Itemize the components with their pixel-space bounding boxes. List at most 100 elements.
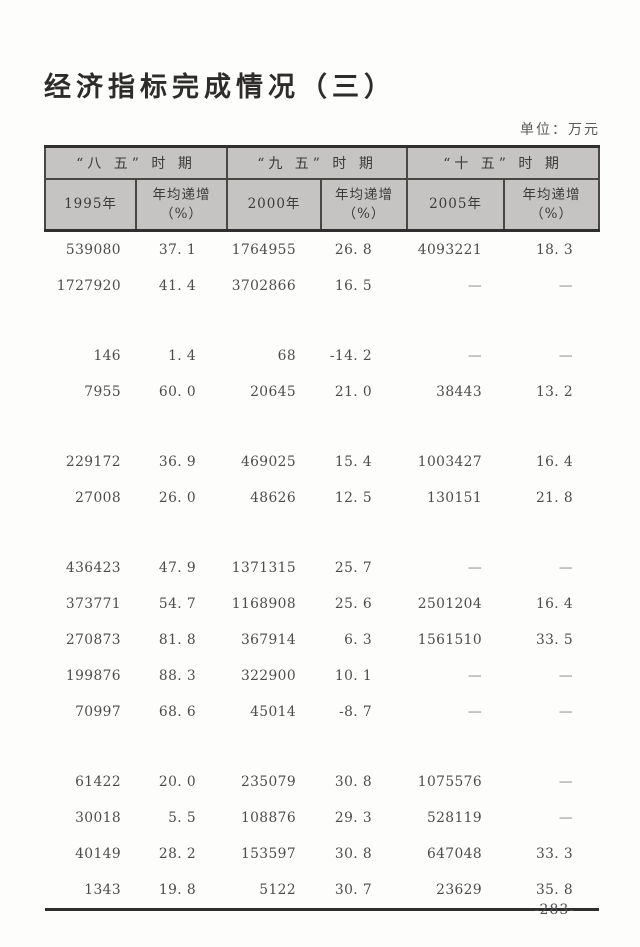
table-cell: 28. 2 xyxy=(158,846,197,863)
table-cell: 40149 xyxy=(75,846,121,863)
table-cell: 3702866 xyxy=(231,278,297,295)
table-cell: 10. 1 xyxy=(334,668,373,685)
table-cell: 647048 xyxy=(426,846,483,863)
period-header-row: “八 五” 时 期 “九 五” 时 期 “十 五” 时 期 xyxy=(43,146,601,181)
table-row: 373771 54. 7 1168908 25. 6 2501204 16. 4 xyxy=(45,586,599,622)
table-header: “八 五” 时 期 “九 五” 时 期 “十 五” 时 期 1995年 年均递增… xyxy=(43,146,601,233)
table-cell: — xyxy=(558,348,574,365)
table-cell: 81. 8 xyxy=(158,632,197,649)
spacer-cell xyxy=(45,730,599,764)
table-row: 270873 81. 8 367914 6. 3 1561510 33. 5 xyxy=(45,622,599,658)
table-cell: 199876 xyxy=(65,668,121,685)
rate-label-line2: （%） xyxy=(530,205,573,222)
table-cell: 15. 4 xyxy=(334,454,373,471)
table-cell: 436423 xyxy=(65,560,121,577)
table-spacer-row xyxy=(45,730,599,764)
table-cell: 45014 xyxy=(250,704,297,721)
table-cell: 16. 4 xyxy=(535,596,574,613)
table-cell: 539080 xyxy=(65,242,121,259)
table-cell: 13. 2 xyxy=(535,384,574,401)
table-cell: — xyxy=(558,668,574,685)
table-cell: — xyxy=(558,278,574,295)
table-cell: 4093221 xyxy=(417,242,483,259)
table-cell: — xyxy=(467,278,483,295)
page-content: 经济指标完成情况（三） 单位：万元 “八 五” 时 期 “九 五” 时 期 “十… xyxy=(43,72,601,912)
table-cell: 108876 xyxy=(240,810,297,827)
table-cell: 1371315 xyxy=(231,560,297,577)
spacer-cell xyxy=(45,516,599,550)
table-cell: 48626 xyxy=(250,490,297,507)
table-body: 539080 37. 1 1764955 26. 8 4093221 18. 3 17279… xyxy=(45,231,599,910)
table-cell: 88. 3 xyxy=(158,668,197,685)
table-cell: — xyxy=(467,704,483,721)
table-cell: 30018 xyxy=(75,810,121,827)
spacer-cell xyxy=(45,304,599,338)
table-cell: 5122 xyxy=(259,882,297,899)
table-cell: 1764955 xyxy=(231,242,297,259)
table-cell: 47. 9 xyxy=(158,560,197,577)
table-cell: 130151 xyxy=(426,490,483,507)
table-cell: 1168908 xyxy=(231,596,297,613)
table-cell: 23629 xyxy=(436,882,483,899)
table-cell: 146 xyxy=(93,348,121,365)
table-cell: 528119 xyxy=(426,810,483,827)
table-cell: 1003427 xyxy=(417,454,483,471)
table-row: 7955 60. 0 20645 21. 0 38443 13. 2 xyxy=(45,374,599,410)
table-cell: 33. 5 xyxy=(535,632,574,649)
table-spacer-row xyxy=(45,410,599,444)
table-cell: 30. 7 xyxy=(334,882,373,899)
table-cell: 1561510 xyxy=(417,632,483,649)
table-cell: 20645 xyxy=(250,384,297,401)
table-cell: — xyxy=(558,774,574,791)
table-cell: 20. 0 xyxy=(158,774,197,791)
table-cell: 18. 3 xyxy=(535,242,574,259)
table-cell: 2501204 xyxy=(417,596,483,613)
table-cell: 25. 6 xyxy=(334,596,373,613)
table-row: 30018 5. 5 108876 29. 3 528119 — xyxy=(45,800,599,836)
page-title: 经济指标完成情况（三） xyxy=(44,72,396,103)
table-cell: 1727920 xyxy=(56,278,121,295)
table-cell: 19. 8 xyxy=(158,882,197,899)
table-cell: 25. 7 xyxy=(334,560,373,577)
table-cell: 322900 xyxy=(240,668,297,685)
indicators-table: “八 五” 时 期 “九 五” 时 期 “十 五” 时 期 1995年 年均递增… xyxy=(43,145,601,912)
table-row: 1343 19. 8 5122 30. 7 23629 35. 8 xyxy=(45,872,599,910)
table-cell: 36. 9 xyxy=(158,454,197,471)
table-cell: 29. 3 xyxy=(334,810,373,827)
column-header-row: 1995年 年均递增 （%） 2000年 年均递增 （%） 2005年 年均递增… xyxy=(44,179,601,233)
table-cell: 1075576 xyxy=(417,774,483,791)
table-cell: 26. 0 xyxy=(158,490,197,507)
table-spacer-row xyxy=(45,304,599,338)
table-row: 199876 88. 3 322900 10. 1 — — xyxy=(45,658,599,694)
col-header-1995: 1995年 xyxy=(44,179,136,233)
table-cell: 21. 0 xyxy=(334,384,373,401)
table-cell: — xyxy=(558,560,574,577)
table-cell: 68. 6 xyxy=(158,704,197,721)
table-cell: 26. 8 xyxy=(334,242,373,259)
rate-label-line1: 年均递增 xyxy=(522,186,581,203)
table-row: 229172 36. 9 469025 15. 4 1003427 16. 4 xyxy=(45,444,599,480)
page-number: -283- xyxy=(533,902,575,918)
period-header-8th: “八 五” 时 期 xyxy=(43,146,228,181)
table-cell: 235079 xyxy=(240,774,297,791)
table-cell: 12. 5 xyxy=(334,490,373,507)
period-header-9th: “九 五” 时 期 xyxy=(226,146,408,181)
rate-label-line1: 年均递增 xyxy=(152,186,211,203)
table-row: 61422 20. 0 235079 30. 8 1075576 — xyxy=(45,764,599,800)
table-cell: 229172 xyxy=(65,454,121,471)
table-row: 1727920 41. 4 3702866 16. 5 — — xyxy=(45,268,599,304)
table-cell: — xyxy=(467,668,483,685)
table-cell: 5. 5 xyxy=(168,810,197,827)
table-row: 40149 28. 2 153597 30. 8 647048 33. 3 xyxy=(45,836,599,872)
table-cell: 153597 xyxy=(240,846,297,863)
col-header-rate-1995: 年均递增 （%） xyxy=(134,179,228,233)
table-cell: — xyxy=(558,704,574,721)
col-header-2000: 2000年 xyxy=(226,179,322,233)
table-cell: 68 xyxy=(277,348,297,365)
table-cell: — xyxy=(558,810,574,827)
table-cell: 37. 1 xyxy=(158,242,197,259)
table-cell: 367914 xyxy=(240,632,297,649)
table-cell: — xyxy=(467,348,483,365)
table-cell: 30. 8 xyxy=(334,846,373,863)
table-spacer-row xyxy=(45,516,599,550)
